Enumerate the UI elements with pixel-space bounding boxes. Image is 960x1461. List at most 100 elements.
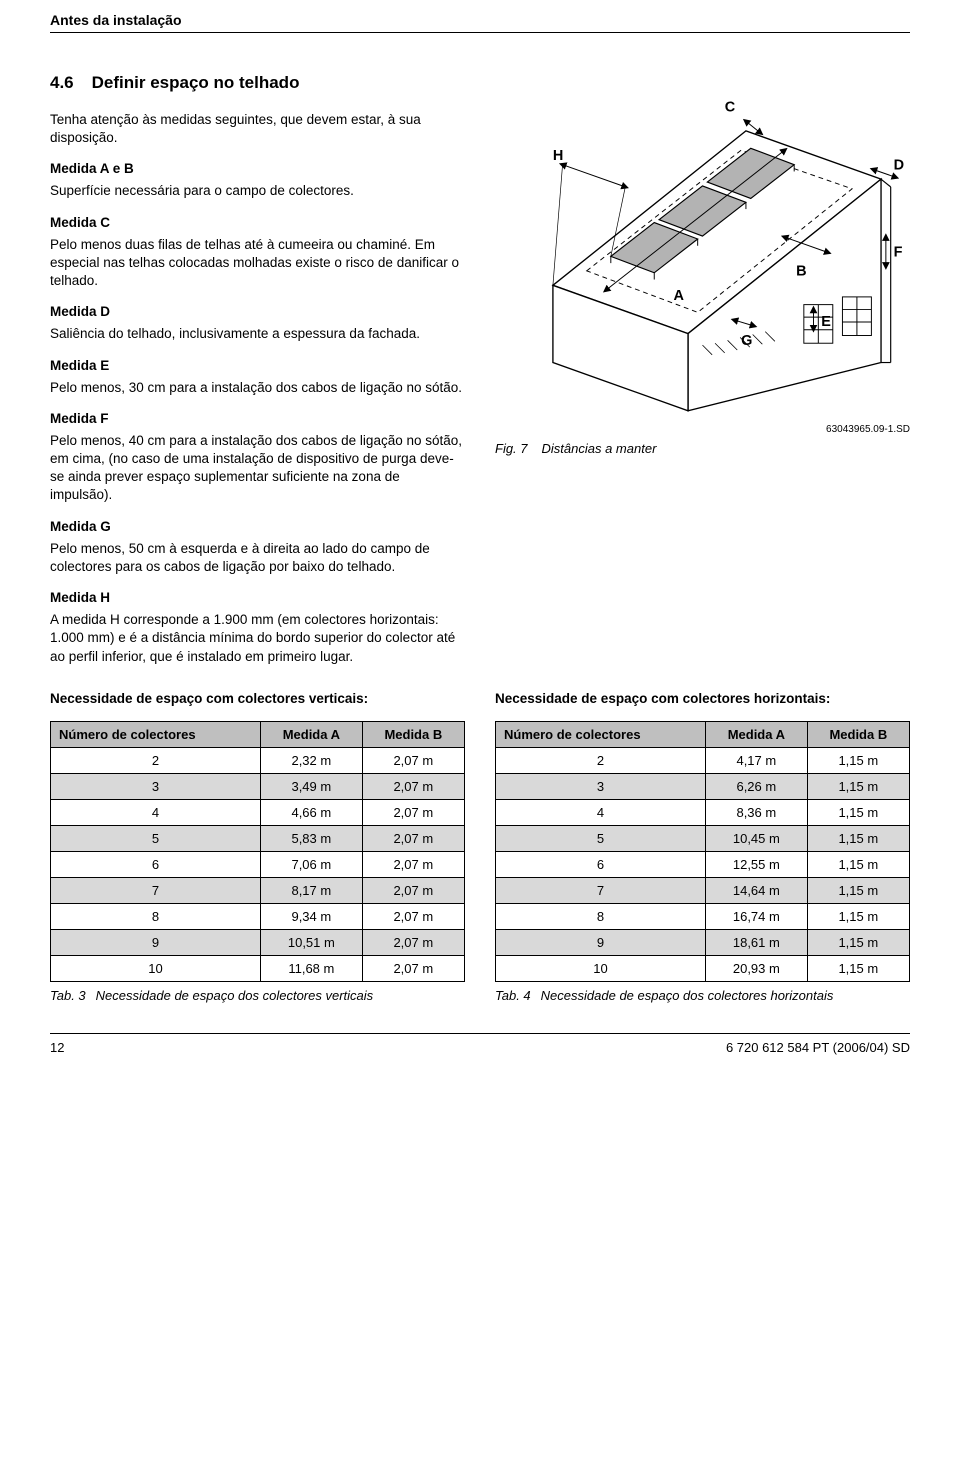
table-cell: 10 bbox=[496, 956, 706, 982]
table-cell: 2 bbox=[496, 748, 706, 774]
table-cell: 11,68 m bbox=[261, 956, 363, 982]
table-cell: 1,15 m bbox=[807, 800, 909, 826]
page-header: Antes da instalação bbox=[50, 12, 910, 33]
svg-text:G: G bbox=[741, 333, 752, 349]
horizontal-table-caption: Tab. 4Necessidade de espaço dos colector… bbox=[495, 988, 910, 1003]
table-cell: 2,07 m bbox=[362, 852, 464, 878]
table-row: 24,17 m1,15 m bbox=[496, 748, 910, 774]
table-row: 1020,93 m1,15 m bbox=[496, 956, 910, 982]
table-cell: 1,15 m bbox=[807, 826, 909, 852]
svg-text:E: E bbox=[821, 314, 831, 330]
table-row: 89,34 m2,07 m bbox=[51, 904, 465, 930]
table-cell: 14,64 m bbox=[706, 878, 808, 904]
table-cell: 6 bbox=[496, 852, 706, 878]
table-cell: 3 bbox=[51, 774, 261, 800]
table-cell: 2,07 m bbox=[362, 904, 464, 930]
medida-h-text: A medida H corresponde a 1.900 mm (em co… bbox=[50, 611, 465, 666]
table-cell: 4,17 m bbox=[706, 748, 808, 774]
dim-c: C bbox=[725, 100, 761, 133]
table-cell: 2,07 m bbox=[362, 748, 464, 774]
table-cell: 1,15 m bbox=[807, 852, 909, 878]
dim-d: D bbox=[873, 158, 904, 178]
section-title: Definir espaço no telhado bbox=[92, 73, 300, 92]
table-cell: 10,51 m bbox=[261, 930, 363, 956]
table-cell: 9,34 m bbox=[261, 904, 363, 930]
table-cell: 2,07 m bbox=[362, 800, 464, 826]
medida-g-head: Medida G bbox=[50, 519, 465, 534]
table-row: 44,66 m2,07 m bbox=[51, 800, 465, 826]
figure-caption-text: Distâncias a manter bbox=[542, 441, 657, 456]
text-column: 4.6Definir espaço no telhado Tenha atenç… bbox=[50, 73, 465, 680]
table-cell: 4,66 m bbox=[261, 800, 363, 826]
table-header: Número de colectores bbox=[51, 722, 261, 748]
table-cell: 2,07 m bbox=[362, 956, 464, 982]
horizontal-table: Número de colectoresMedida AMedida B 24,… bbox=[495, 721, 910, 982]
table-row: 55,83 m2,07 m bbox=[51, 826, 465, 852]
section-heading: 4.6Definir espaço no telhado bbox=[50, 73, 465, 93]
horizontal-tab-ref: Tab. 4 bbox=[495, 988, 531, 1003]
roof-diagram: A B C bbox=[495, 73, 910, 456]
table-header: Número de colectores bbox=[496, 722, 706, 748]
svg-text:H: H bbox=[553, 148, 563, 164]
table-cell: 4 bbox=[496, 800, 706, 826]
horizontal-table-block: Necessidade de espaço com colectores hor… bbox=[495, 690, 910, 1004]
medida-h-head: Medida H bbox=[50, 590, 465, 605]
table-cell: 2,07 m bbox=[362, 774, 464, 800]
table-cell: 5 bbox=[496, 826, 706, 852]
table-cell: 1,15 m bbox=[807, 878, 909, 904]
table-cell: 5,83 m bbox=[261, 826, 363, 852]
medida-c-head: Medida C bbox=[50, 215, 465, 230]
footer-doc: 6 720 612 584 PT (2006/04) SD bbox=[726, 1040, 910, 1055]
table-row: 910,51 m2,07 m bbox=[51, 930, 465, 956]
medida-d-head: Medida D bbox=[50, 304, 465, 319]
table-header: Medida A bbox=[706, 722, 808, 748]
medida-e-head: Medida E bbox=[50, 358, 465, 373]
table-row: 48,36 m1,15 m bbox=[496, 800, 910, 826]
table-row: 510,45 m1,15 m bbox=[496, 826, 910, 852]
medida-ab-text: Superfície necessária para o campo de co… bbox=[50, 182, 465, 200]
vertical-table: Número de colectoresMedida AMedida B 22,… bbox=[50, 721, 465, 982]
roof-svg: A B C bbox=[495, 73, 910, 440]
table-row: 918,61 m1,15 m bbox=[496, 930, 910, 956]
table-cell: 6,26 m bbox=[706, 774, 808, 800]
svg-text:C: C bbox=[725, 100, 736, 116]
vertical-tab-caption-text: Necessidade de espaço dos colectores ver… bbox=[96, 988, 373, 1003]
medida-c-text: Pelo menos duas filas de telhas até à cu… bbox=[50, 236, 465, 291]
table-cell: 8 bbox=[51, 904, 261, 930]
medida-e-text: Pelo menos, 30 cm para a instalação dos … bbox=[50, 379, 465, 397]
svg-text:F: F bbox=[894, 244, 903, 260]
medida-f-head: Medida F bbox=[50, 411, 465, 426]
table-cell: 3,49 m bbox=[261, 774, 363, 800]
table-cell: 1,15 m bbox=[807, 956, 909, 982]
medida-ab-head: Medida A e B bbox=[50, 161, 465, 176]
table-cell: 2,07 m bbox=[362, 930, 464, 956]
table-cell: 18,61 m bbox=[706, 930, 808, 956]
vertical-tab-ref: Tab. 3 bbox=[50, 988, 86, 1003]
table-cell: 10 bbox=[51, 956, 261, 982]
table-cell: 1,15 m bbox=[807, 748, 909, 774]
table-cell: 7 bbox=[496, 878, 706, 904]
table-cell: 7 bbox=[51, 878, 261, 904]
table-row: 1011,68 m2,07 m bbox=[51, 956, 465, 982]
table-cell: 5 bbox=[51, 826, 261, 852]
vertical-table-title: Necessidade de espaço com colectores ver… bbox=[50, 690, 465, 708]
table-row: 612,55 m1,15 m bbox=[496, 852, 910, 878]
table-cell: 3 bbox=[496, 774, 706, 800]
header-title: Antes da instalação bbox=[50, 12, 182, 28]
table-cell: 20,93 m bbox=[706, 956, 808, 982]
table-header: Medida B bbox=[362, 722, 464, 748]
svg-text:B: B bbox=[796, 264, 806, 280]
footer-page: 12 bbox=[50, 1040, 64, 1055]
table-cell: 2,07 m bbox=[362, 878, 464, 904]
table-cell: 2,32 m bbox=[261, 748, 363, 774]
table-cell: 1,15 m bbox=[807, 774, 909, 800]
table-row: 816,74 m1,15 m bbox=[496, 904, 910, 930]
medida-f-text: Pelo menos, 40 cm para a instalação dos … bbox=[50, 432, 465, 505]
page-footer: 12 6 720 612 584 PT (2006/04) SD bbox=[50, 1033, 910, 1055]
table-row: 67,06 m2,07 m bbox=[51, 852, 465, 878]
table-cell: 8 bbox=[496, 904, 706, 930]
table-header: Medida B bbox=[807, 722, 909, 748]
table-cell: 6 bbox=[51, 852, 261, 878]
table-cell: 8,36 m bbox=[706, 800, 808, 826]
vertical-table-block: Necessidade de espaço com colectores ver… bbox=[50, 690, 465, 1004]
